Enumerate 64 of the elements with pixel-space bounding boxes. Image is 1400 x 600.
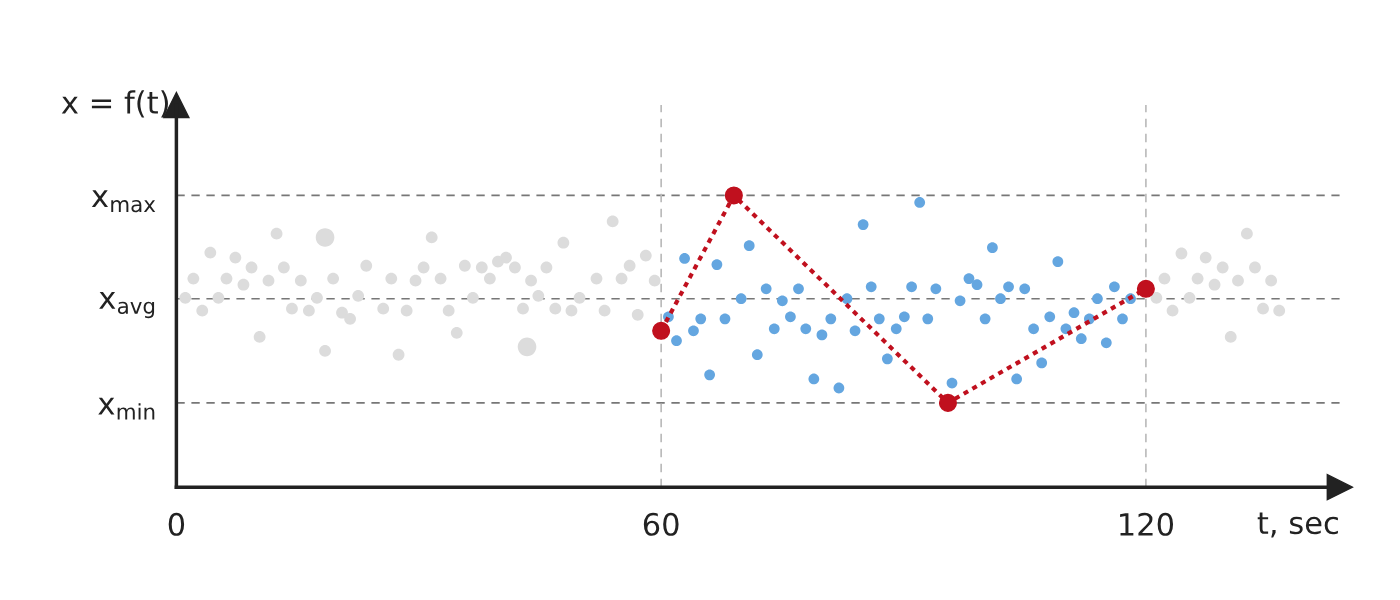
- point: [1075, 333, 1087, 345]
- x-tick-label: 0: [168, 512, 185, 536]
- point: [808, 373, 820, 385]
- ref-line-label: x$_{max}$: [91, 190, 156, 213]
- point: [719, 313, 731, 325]
- point: [816, 329, 828, 341]
- point: [760, 283, 772, 295]
- point: [898, 311, 910, 323]
- x-axis-title: t, sec: [1257, 512, 1338, 538]
- ref-line-label: x$_{min}$: [98, 397, 155, 420]
- point: [890, 323, 902, 335]
- point: [1044, 311, 1056, 323]
- point: [1052, 256, 1064, 268]
- point: [785, 311, 796, 323]
- point: [724, 186, 743, 205]
- point: [1028, 323, 1039, 335]
- x-tick-label: 60: [643, 512, 679, 536]
- point: [1109, 281, 1120, 293]
- point: [711, 259, 723, 270]
- point: [1136, 279, 1155, 298]
- point: [800, 323, 812, 335]
- point: [776, 295, 788, 307]
- point: [906, 281, 917, 293]
- point: [1019, 283, 1031, 295]
- point: [833, 382, 845, 394]
- point: [671, 335, 682, 347]
- point: [938, 393, 957, 412]
- x-tick-label: 120: [1120, 512, 1174, 536]
- point: [1100, 337, 1112, 349]
- point: [825, 313, 837, 325]
- point: [1011, 373, 1023, 385]
- point: [963, 273, 975, 284]
- point: [995, 293, 1006, 305]
- point: [930, 283, 942, 295]
- point: [768, 323, 780, 335]
- point: [1117, 313, 1128, 325]
- point: [881, 353, 893, 365]
- point: [1092, 293, 1103, 305]
- point: [704, 369, 715, 381]
- point: [857, 219, 869, 230]
- point: [914, 197, 926, 208]
- point: [946, 377, 958, 389]
- point: [954, 295, 966, 307]
- point: [1003, 281, 1014, 293]
- y-axis-title: x = f(t): [61, 90, 168, 118]
- point: [688, 325, 699, 337]
- point: [751, 349, 763, 361]
- point: [679, 253, 690, 264]
- point: [873, 313, 885, 325]
- point: [849, 325, 861, 337]
- ref-line-label: x$_{avg}$: [99, 291, 155, 319]
- point: [793, 283, 804, 295]
- point: [735, 293, 747, 305]
- point: [1036, 357, 1048, 369]
- point: [841, 293, 853, 305]
- point: [652, 321, 671, 340]
- point: [865, 281, 877, 293]
- point: [979, 313, 991, 325]
- point: [922, 313, 934, 325]
- point: [1068, 307, 1080, 319]
- point: [971, 279, 983, 291]
- point: [987, 242, 998, 254]
- point: [695, 313, 707, 325]
- point: [743, 240, 755, 252]
